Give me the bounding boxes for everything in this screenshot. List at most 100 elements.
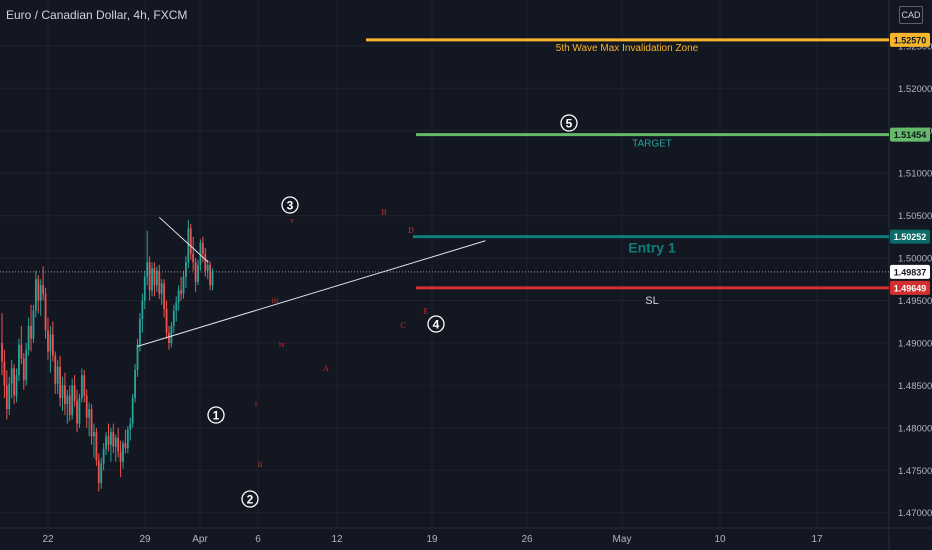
candle[interactable]	[163, 279, 166, 318]
symbol-title[interactable]: Euro / Canadian Dollar, 4h, FXCM	[6, 8, 188, 22]
candle-body[interactable]	[51, 334, 54, 356]
candle[interactable]	[189, 224, 192, 260]
candle[interactable]	[42, 266, 45, 301]
candle-body[interactable]	[168, 332, 170, 343]
candle[interactable]	[44, 287, 47, 339]
candle[interactable]	[15, 368, 18, 403]
candle[interactable]	[148, 256, 151, 301]
candle-body[interactable]	[153, 268, 156, 286]
candle[interactable]	[105, 432, 107, 455]
candle-body[interactable]	[18, 344, 20, 376]
candle[interactable]	[192, 236, 195, 271]
candle[interactable]	[39, 279, 42, 316]
candle[interactable]	[160, 279, 163, 305]
candle-body[interactable]	[139, 319, 141, 345]
candle[interactable]	[107, 423, 110, 452]
candle-body[interactable]	[122, 443, 124, 462]
wave-1-label[interactable]: 1	[207, 406, 225, 424]
candle-body[interactable]	[160, 283, 163, 294]
candle-body[interactable]	[5, 385, 8, 410]
candle[interactable]	[165, 300, 168, 339]
candle[interactable]	[117, 427, 120, 458]
candle-body[interactable]	[90, 409, 93, 437]
candle[interactable]	[27, 317, 30, 356]
candle[interactable]	[22, 353, 25, 390]
candle-body[interactable]	[20, 344, 23, 359]
candle-body[interactable]	[76, 400, 78, 424]
candle[interactable]	[47, 317, 49, 360]
candle-body[interactable]	[73, 385, 76, 401]
candle[interactable]	[32, 304, 35, 343]
candle[interactable]	[1, 313, 3, 376]
candle[interactable]	[73, 375, 76, 407]
candle[interactable]	[59, 355, 61, 407]
candle-body[interactable]	[165, 308, 168, 333]
triangle-upper-line[interactable]	[158, 216, 209, 263]
candle[interactable]	[204, 247, 207, 277]
candle[interactable]	[5, 370, 8, 420]
candle-body[interactable]	[15, 375, 18, 396]
candle-body[interactable]	[110, 432, 112, 445]
candle-body[interactable]	[211, 271, 214, 286]
candle[interactable]	[136, 338, 139, 377]
candle-body[interactable]	[192, 253, 195, 263]
candle-body[interactable]	[119, 451, 122, 462]
candle-body[interactable]	[8, 383, 11, 410]
wave-3-label[interactable]: 3	[281, 196, 299, 214]
candle-body[interactable]	[59, 366, 61, 399]
candle-body[interactable]	[172, 310, 175, 326]
candle-body[interactable]	[56, 366, 59, 384]
candle[interactable]	[66, 389, 69, 424]
candle[interactable]	[30, 304, 32, 352]
candle-body[interactable]	[27, 325, 30, 350]
candle-body[interactable]	[54, 355, 57, 384]
candle[interactable]	[134, 364, 136, 403]
candle[interactable]	[100, 457, 103, 489]
candle-body[interactable]	[85, 395, 88, 418]
candle[interactable]	[93, 423, 95, 458]
candle-body[interactable]	[124, 443, 127, 449]
candle[interactable]	[139, 313, 141, 352]
candle-body[interactable]	[25, 349, 28, 381]
candle-body[interactable]	[61, 385, 64, 399]
candle-body[interactable]	[78, 398, 81, 424]
candle[interactable]	[85, 389, 88, 428]
candle-body[interactable]	[199, 242, 202, 265]
candle[interactable]	[172, 304, 175, 333]
candle[interactable]	[110, 427, 112, 462]
candle-body[interactable]	[175, 302, 178, 311]
candle[interactable]	[146, 230, 149, 286]
drawings[interactable]: 5th Wave Max Invalidation Zone TARGET Entr…	[0, 38, 889, 508]
candle[interactable]	[122, 440, 124, 469]
candle-body[interactable]	[155, 270, 158, 286]
candle[interactable]	[83, 370, 86, 403]
candle[interactable]	[56, 359, 59, 394]
candle[interactable]	[168, 325, 170, 350]
candle[interactable]	[158, 264, 161, 299]
candle-body[interactable]	[151, 268, 153, 291]
candle-body[interactable]	[93, 432, 95, 437]
candle[interactable]	[54, 351, 57, 394]
candle[interactable]	[10, 359, 13, 399]
candle-body[interactable]	[32, 310, 35, 339]
candle[interactable]	[155, 266, 158, 293]
candle-body[interactable]	[97, 460, 100, 484]
candle[interactable]	[153, 262, 156, 297]
candle-body[interactable]	[129, 423, 132, 430]
candle-body[interactable]	[187, 228, 190, 263]
candle-body[interactable]	[197, 264, 199, 282]
candle[interactable]	[175, 296, 178, 322]
candle[interactable]	[182, 270, 185, 299]
candle-body[interactable]	[83, 375, 86, 396]
wave-5-label[interactable]: 5	[560, 114, 578, 132]
candle-body[interactable]	[163, 283, 166, 309]
candle-body[interactable]	[114, 438, 117, 447]
candle-body[interactable]	[102, 449, 105, 464]
candle[interactable]	[151, 262, 153, 297]
candle-body[interactable]	[206, 264, 209, 271]
candle[interactable]	[197, 259, 199, 286]
candle-body[interactable]	[112, 432, 115, 447]
candle[interactable]	[51, 321, 54, 362]
candle-body[interactable]	[189, 228, 192, 254]
candle[interactable]	[180, 276, 182, 301]
